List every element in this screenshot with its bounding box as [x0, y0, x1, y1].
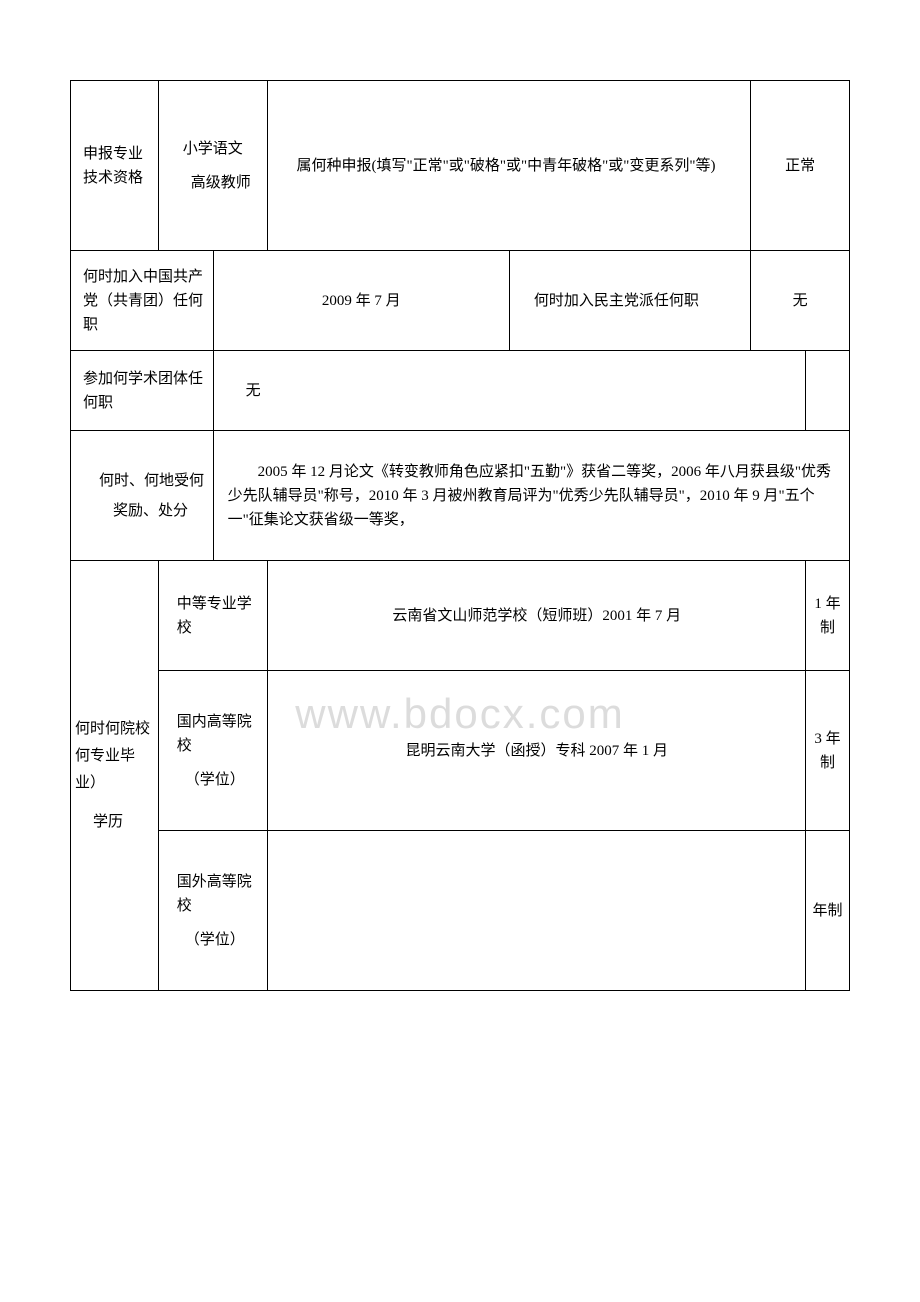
cell-edu1-label: 中等专业学校	[158, 561, 268, 671]
cell-edu2-value: 昆明云南大学（函授）专科 2007 年 1 月	[268, 671, 806, 831]
cell-awards-value: 2005 年 12 月论文《转变教师角色应紧扣"五勤"》获省二等奖，2006 年…	[213, 431, 849, 561]
cell-subject-level: 小学语文 高级教师	[158, 81, 268, 251]
awards-value-text: 2005 年 12 月论文《转变教师角色应紧扣"五勤"》获省二等奖，2006 年…	[228, 464, 831, 528]
edu1-value-text: 云南省文山师范学校（短师班）2001 年 7 月	[392, 608, 681, 624]
cell-academic-org-empty	[806, 351, 850, 431]
cell-edu2-duration: 3 年制	[806, 671, 850, 831]
cell-edu1-value: 云南省文山师范学校（短师班）2001 年 7 月	[268, 561, 806, 671]
edu2-value-text: 昆明云南大学（函授）专科 2007 年 1 月	[405, 743, 668, 759]
ccp-value-text: 2009 年 7 月	[322, 293, 401, 309]
application-type-text: 属何种申报(填写"正常"或"破格"或"中青年破格"或"变更系列"等)	[296, 158, 715, 174]
cell-edu3-value	[268, 831, 806, 991]
subject-text: 小学语文	[183, 137, 262, 161]
cell-ccp-label: 何时加入中国共产党（共青团）任何职	[71, 251, 214, 351]
level-text: 高级教师	[183, 171, 262, 195]
cell-edu2-label: 国内高等院校 （学位）	[158, 671, 268, 831]
cell-academic-org-value: 无	[213, 351, 805, 431]
party-value-text: 无	[793, 293, 808, 309]
cell-edu1-duration: 1 年制	[806, 561, 850, 671]
cell-academic-org-label: 参加何学术团体任何职	[71, 351, 214, 431]
application-type-value-text: 正常	[785, 158, 815, 174]
cell-party-label: 何时加入民主党派任何职	[509, 251, 750, 351]
label-text: 申报专业技术资格	[83, 146, 143, 186]
education-biglabel-text2: 学历	[75, 809, 156, 836]
edu2-duration-text: 3 年制	[814, 731, 840, 771]
academic-org-value-text: 无	[246, 383, 261, 399]
cell-application-type-label: 属何种申报(填写"正常"或"破格"或"中青年破格"或"变更系列"等)	[268, 81, 751, 251]
awards-label-line1: 何时、何地受何	[83, 469, 207, 493]
edu2-label-text: 国内高等院校	[177, 710, 262, 758]
cell-education-biglabel: 何时何院校何专业毕业） 学历	[71, 561, 159, 991]
cell-edu3-duration: 年制	[806, 831, 850, 991]
cell-edu3-label: 国外高等院校 （学位）	[158, 831, 268, 991]
academic-org-label-text: 参加何学术团体任何职	[83, 371, 203, 411]
edu2-label-text2: （学位）	[177, 768, 262, 792]
cell-ccp-value: 2009 年 7 月	[213, 251, 509, 351]
cell-awards-label: 何时、何地受何 奖励、处分	[71, 431, 214, 561]
cell-application-qualification-label: 申报专业技术资格	[71, 81, 159, 251]
cell-application-type-value: 正常	[751, 81, 850, 251]
cell-party-value: 无	[751, 251, 850, 351]
edu3-duration-text: 年制	[813, 903, 843, 919]
edu1-duration-text: 1 年制	[814, 596, 840, 636]
edu3-label-text2: （学位）	[177, 928, 262, 952]
edu3-label-text: 国外高等院校	[177, 870, 262, 918]
form-table: 申报专业技术资格 小学语文 高级教师 属何种申报(填写"正常"或"破格"或"中青…	[70, 80, 850, 991]
edu1-label-text: 中等专业学校	[177, 596, 252, 636]
ccp-label-text: 何时加入中国共产党（共青团）任何职	[83, 269, 203, 333]
education-biglabel-text: 何时何院校何专业毕业）	[75, 721, 150, 791]
party-label-text: 何时加入民主党派任何职	[534, 293, 699, 309]
awards-label-line2: 奖励、处分	[83, 499, 207, 523]
